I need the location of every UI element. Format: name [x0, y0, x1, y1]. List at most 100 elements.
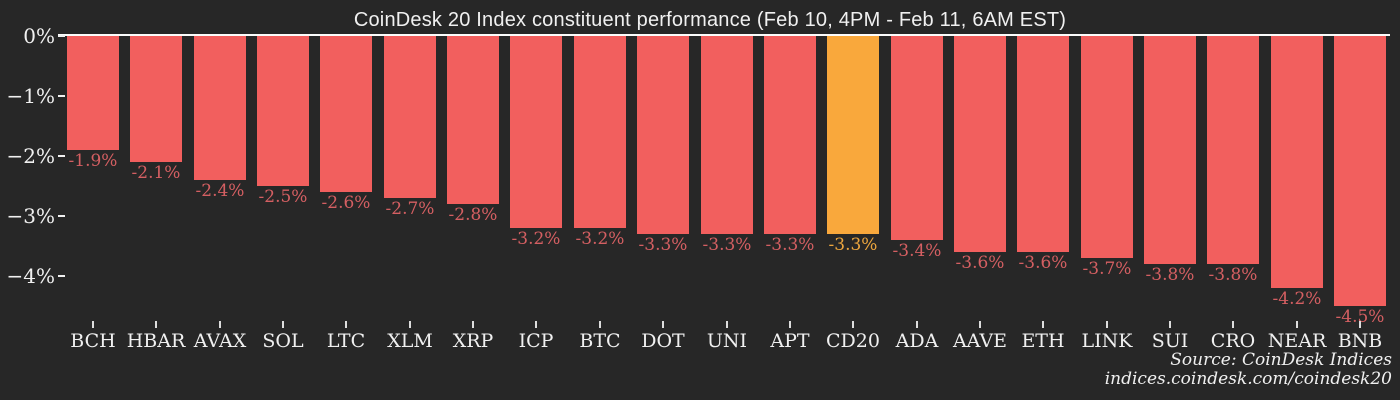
x-tick-label-cro: CRO: [1210, 330, 1256, 352]
bar-dot: [637, 36, 689, 234]
x-tick-mark: [1232, 321, 1234, 328]
y-tick-mark: [58, 35, 65, 37]
x-tick-label-near: NEAR: [1267, 330, 1327, 352]
bar-value-label: -3.3%: [702, 235, 752, 255]
x-tick-mark: [789, 321, 791, 328]
x-tick-mark: [219, 321, 221, 328]
bar-cro: [1207, 36, 1259, 264]
x-tick-label-sol: SOL: [262, 330, 304, 352]
x-tick-mark: [726, 321, 728, 328]
bar-sol: [257, 36, 309, 186]
x-tick-label-cd20: CD20: [826, 330, 880, 352]
x-tick-mark: [409, 321, 411, 328]
x-tick-label-eth: ETH: [1021, 330, 1065, 352]
x-tick-label-hbar: HBAR: [126, 330, 186, 352]
chart-title: CoinDesk 20 Index constituent performanc…: [353, 9, 1067, 31]
bar-value-label: -3.7%: [1082, 259, 1132, 279]
x-tick-label-aave: AAVE: [952, 330, 1008, 352]
x-tick-label-ltc: LTC: [326, 330, 366, 352]
source-url: indices.coindesk.com/coindesk20: [1104, 369, 1392, 389]
bar-value-label: -3.4%: [892, 241, 942, 261]
y-tick-label: 0%: [23, 24, 55, 48]
x-tick-label-link: LINK: [1081, 330, 1133, 352]
bar-value-label: -3.8%: [1145, 265, 1195, 285]
bar-icp: [510, 36, 562, 228]
x-tick-mark: [345, 321, 347, 328]
bar-xrp: [447, 36, 499, 204]
bar-uni: [701, 36, 753, 234]
bar-cd20: [827, 36, 879, 234]
bar-value-label: -3.8%: [1208, 265, 1258, 285]
x-tick-label-ada: ADA: [895, 330, 939, 352]
bar-aave: [954, 36, 1006, 252]
bar-avax: [194, 36, 246, 180]
bar-near: [1271, 36, 1323, 288]
y-tick-label: −2%: [6, 144, 56, 168]
bar-value-label: -3.6%: [1018, 253, 1068, 273]
bar-value-label: -3.2%: [511, 229, 561, 249]
y-tick-mark: [58, 155, 65, 157]
bar-bnb: [1334, 36, 1386, 306]
bar-value-label: -2.4%: [195, 181, 245, 201]
bar-value-label: -4.2%: [1272, 289, 1322, 309]
x-tick-mark: [535, 321, 537, 328]
bar-value-label: -2.1%: [131, 163, 181, 183]
bar-value-label: -3.2%: [575, 229, 625, 249]
x-tick-label-apt: APT: [770, 330, 810, 352]
x-tick-mark: [92, 321, 94, 328]
bar-bch: [67, 36, 119, 150]
x-tick-mark: [1359, 321, 1361, 328]
x-tick-mark: [1169, 321, 1171, 328]
bar-value-label: -2.7%: [385, 199, 435, 219]
x-tick-mark: [852, 321, 854, 328]
x-tick-mark: [1296, 321, 1298, 328]
bar-value-label: -3.6%: [955, 253, 1005, 273]
bar-value-label: -3.3%: [638, 235, 688, 255]
x-tick-mark: [916, 321, 918, 328]
x-tick-label-avax: AVAX: [193, 330, 247, 352]
bar-btc: [574, 36, 626, 228]
y-tick-label: −4%: [6, 264, 56, 288]
bar-value-label: -2.5%: [258, 187, 308, 207]
bar-value-label: -2.6%: [321, 193, 371, 213]
bar-value-label: -3.3%: [828, 235, 878, 255]
y-tick-label: −1%: [6, 84, 56, 108]
x-tick-label-bnb: BNB: [1337, 330, 1383, 352]
x-tick-label-icp: ICP: [518, 330, 554, 352]
source-text: Source: CoinDesk Indices: [1170, 350, 1392, 370]
x-tick-label-sui: SUI: [1151, 330, 1189, 352]
x-tick-mark: [979, 321, 981, 328]
y-tick-mark: [58, 275, 65, 277]
x-tick-label-dot: DOT: [641, 330, 685, 352]
bar-hbar: [130, 36, 182, 162]
x-tick-label-bch: BCH: [70, 330, 116, 352]
bar-link: [1081, 36, 1133, 258]
bar-value-label: -1.9%: [68, 151, 118, 171]
x-tick-mark: [472, 321, 474, 328]
bar-ada: [891, 36, 943, 240]
y-tick-mark: [58, 215, 65, 217]
zero-axis-line: [58, 34, 1390, 36]
x-tick-mark: [662, 321, 664, 328]
bar-value-label: -3.3%: [765, 235, 815, 255]
x-tick-mark: [1042, 321, 1044, 328]
x-tick-mark: [155, 321, 157, 328]
y-tick-label: −3%: [6, 204, 56, 228]
x-tick-mark: [599, 321, 601, 328]
bar-sui: [1144, 36, 1196, 264]
x-tick-label-btc: BTC: [579, 330, 621, 352]
bar-ltc: [320, 36, 372, 192]
bar-value-label: -2.8%: [448, 205, 498, 225]
bar-xlm: [384, 36, 436, 198]
bar-value-label: -4.5%: [1335, 307, 1385, 327]
bar-apt: [764, 36, 816, 234]
source-attribution: Source: CoinDesk Indices indices.coindes…: [1105, 351, 1392, 389]
bar-eth: [1017, 36, 1069, 252]
x-tick-label-uni: UNI: [706, 330, 748, 352]
y-tick-mark: [58, 95, 65, 97]
x-tick-mark: [282, 321, 284, 328]
x-tick-label-xrp: XRP: [452, 330, 494, 352]
x-tick-mark: [1106, 321, 1108, 328]
x-tick-label-xlm: XLM: [387, 330, 433, 352]
